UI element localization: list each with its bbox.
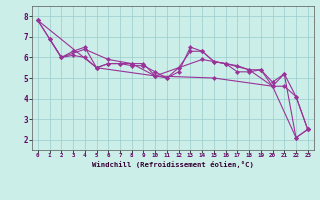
X-axis label: Windchill (Refroidissement éolien,°C): Windchill (Refroidissement éolien,°C) [92, 161, 254, 168]
